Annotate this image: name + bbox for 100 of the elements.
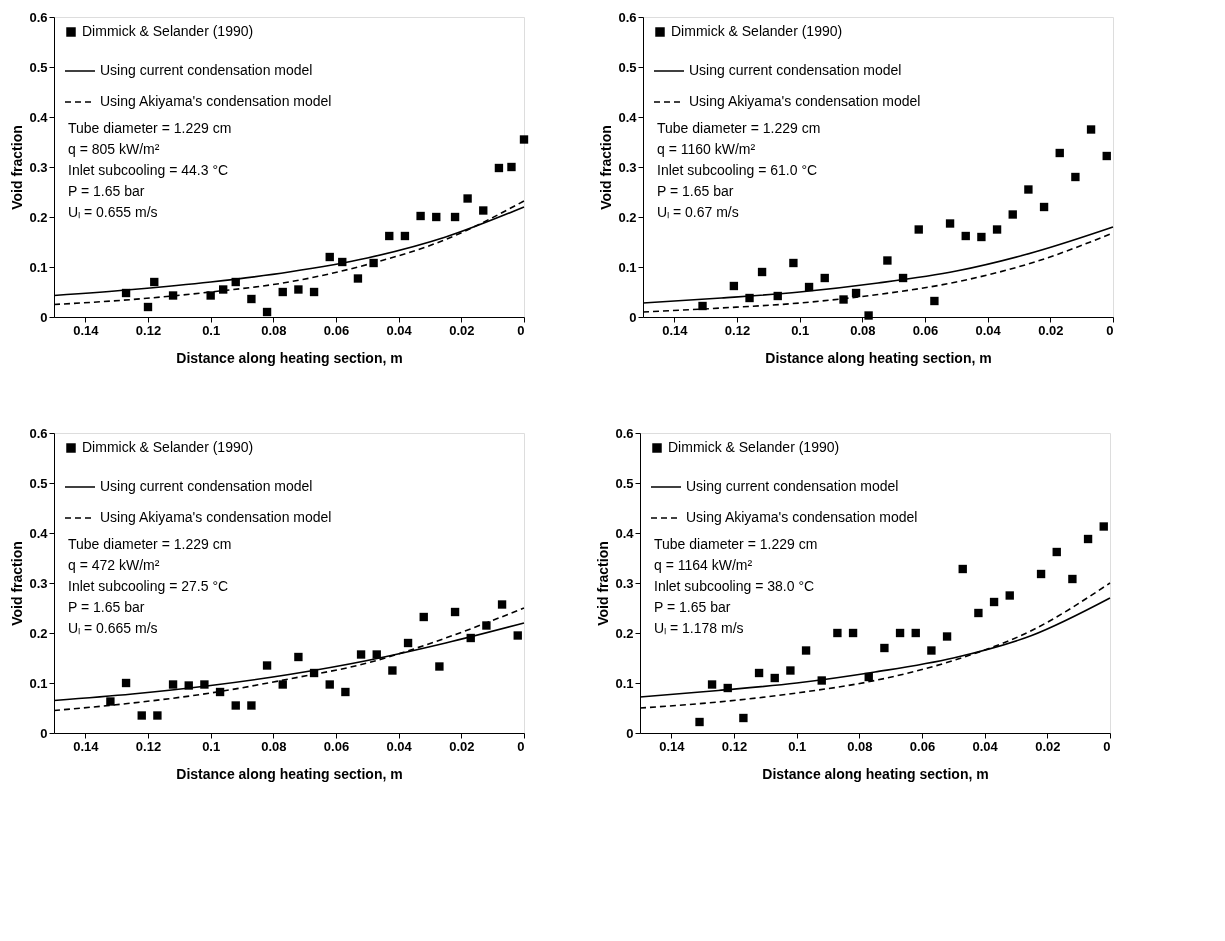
point — [729, 281, 739, 291]
point — [450, 212, 460, 222]
x-tick-label: 0.1 — [791, 322, 810, 338]
point — [848, 628, 858, 638]
y-tick-label: 0.1 — [29, 259, 48, 275]
point — [1083, 534, 1093, 544]
y-tick-label: 0.2 — [29, 209, 48, 225]
annotation: Uₗ = 0.665 m/s — [68, 620, 158, 636]
point — [1039, 202, 1049, 212]
point — [895, 628, 905, 638]
annotation: Tube diameter = 1.229 cm — [657, 120, 821, 136]
x-axis-title: Distance along heating section, m — [176, 349, 403, 366]
point — [219, 285, 228, 294]
point — [206, 291, 215, 300]
point — [770, 673, 779, 683]
point — [945, 219, 955, 228]
point — [262, 661, 272, 670]
x-axis-title: Distance along heating section, m — [765, 349, 992, 366]
y-tick-label: 0.3 — [618, 159, 637, 175]
x-tick-label: 0.08 — [847, 738, 873, 754]
y-tick-label: 0 — [40, 725, 48, 741]
y-tick-label: 0.5 — [29, 475, 48, 491]
point — [989, 597, 999, 607]
x-tick-label: 0.14 — [73, 738, 100, 754]
point — [801, 646, 811, 655]
point — [150, 277, 159, 287]
legend-label: Using current condensation model — [689, 62, 902, 78]
point — [1024, 185, 1033, 194]
y-tick-label: 0.5 — [29, 59, 48, 75]
annotation: Tube diameter = 1.229 cm — [68, 536, 232, 552]
x-tick-label: 0 — [1103, 738, 1111, 754]
point — [1086, 125, 1096, 134]
annotation: q = 805 kW/m² — [68, 141, 160, 157]
point — [839, 295, 848, 304]
annotation: Uₗ = 0.655 m/s — [68, 204, 158, 220]
x-tick-label: 0.06 — [912, 322, 939, 338]
point — [294, 652, 303, 662]
point — [1068, 574, 1077, 584]
point — [507, 162, 516, 172]
point — [463, 194, 472, 203]
annotation: Inlet subcooling = 27.5 °C — [68, 578, 229, 594]
point — [911, 628, 920, 638]
y-axis-title: Void fraction — [595, 541, 612, 626]
annotation: q = 472 kW/m² — [68, 557, 160, 573]
point — [977, 232, 986, 242]
y-tick-label: 0.1 — [615, 675, 634, 691]
point — [121, 678, 131, 688]
point — [106, 697, 115, 706]
point — [1008, 210, 1017, 219]
point — [820, 273, 829, 283]
point — [482, 621, 491, 630]
x-tick-label: 0.02 — [1035, 738, 1061, 754]
y-tick-label: 0.5 — [615, 475, 634, 491]
point — [143, 302, 153, 312]
x-tick-label: 0.14 — [662, 322, 689, 338]
point — [974, 608, 983, 618]
point — [1055, 148, 1064, 158]
point — [388, 666, 397, 675]
point — [262, 307, 272, 317]
y-axis-title: Void fraction — [598, 125, 615, 210]
legend-label: Dimmick & Selander (1990) — [82, 439, 254, 455]
y-tick-label: 0 — [40, 309, 48, 325]
x-tick-label: 0 — [517, 738, 525, 754]
point — [992, 225, 1002, 234]
x-tick-label: 0.06 — [909, 738, 936, 754]
annotation: P = 1.65 bar — [68, 599, 145, 615]
y-tick-label: 0.6 — [618, 9, 637, 25]
point — [435, 662, 444, 671]
point — [494, 163, 504, 173]
annotation: q = 1164 kW/m² — [654, 557, 753, 573]
y-tick-label: 0.4 — [29, 525, 49, 541]
legend-label: Using Akiyama's condensation model — [100, 509, 332, 525]
x-tick-label: 0.02 — [449, 738, 475, 754]
y-tick-label: 0.6 — [29, 425, 48, 441]
annotation: Inlet subcooling = 38.0 °C — [654, 578, 815, 594]
y-tick-label: 0.3 — [29, 575, 48, 591]
point — [403, 638, 413, 648]
point — [930, 296, 939, 306]
y-tick-label: 0.6 — [615, 425, 634, 441]
x-tick-label: 0.04 — [975, 322, 1002, 338]
point — [880, 643, 889, 653]
point — [385, 231, 394, 241]
y-tick-label: 0.6 — [29, 9, 48, 25]
point — [432, 212, 441, 222]
point — [864, 311, 873, 320]
point — [325, 252, 334, 262]
point — [247, 701, 256, 710]
point — [1005, 591, 1014, 600]
point — [786, 666, 795, 675]
point — [137, 711, 146, 720]
y-tick-label: 0.2 — [615, 625, 634, 641]
y-tick-label: 0.4 — [618, 109, 638, 125]
y-tick-label: 0.4 — [29, 109, 49, 125]
x-tick-label: 0.02 — [449, 322, 475, 338]
point — [168, 680, 178, 689]
x-tick-label: 0.12 — [721, 738, 748, 754]
point — [416, 211, 425, 221]
y-tick-label: 0 — [629, 309, 637, 325]
annotation: Uₗ = 1.178 m/s — [654, 620, 744, 636]
y-tick-label: 0.2 — [29, 625, 48, 641]
